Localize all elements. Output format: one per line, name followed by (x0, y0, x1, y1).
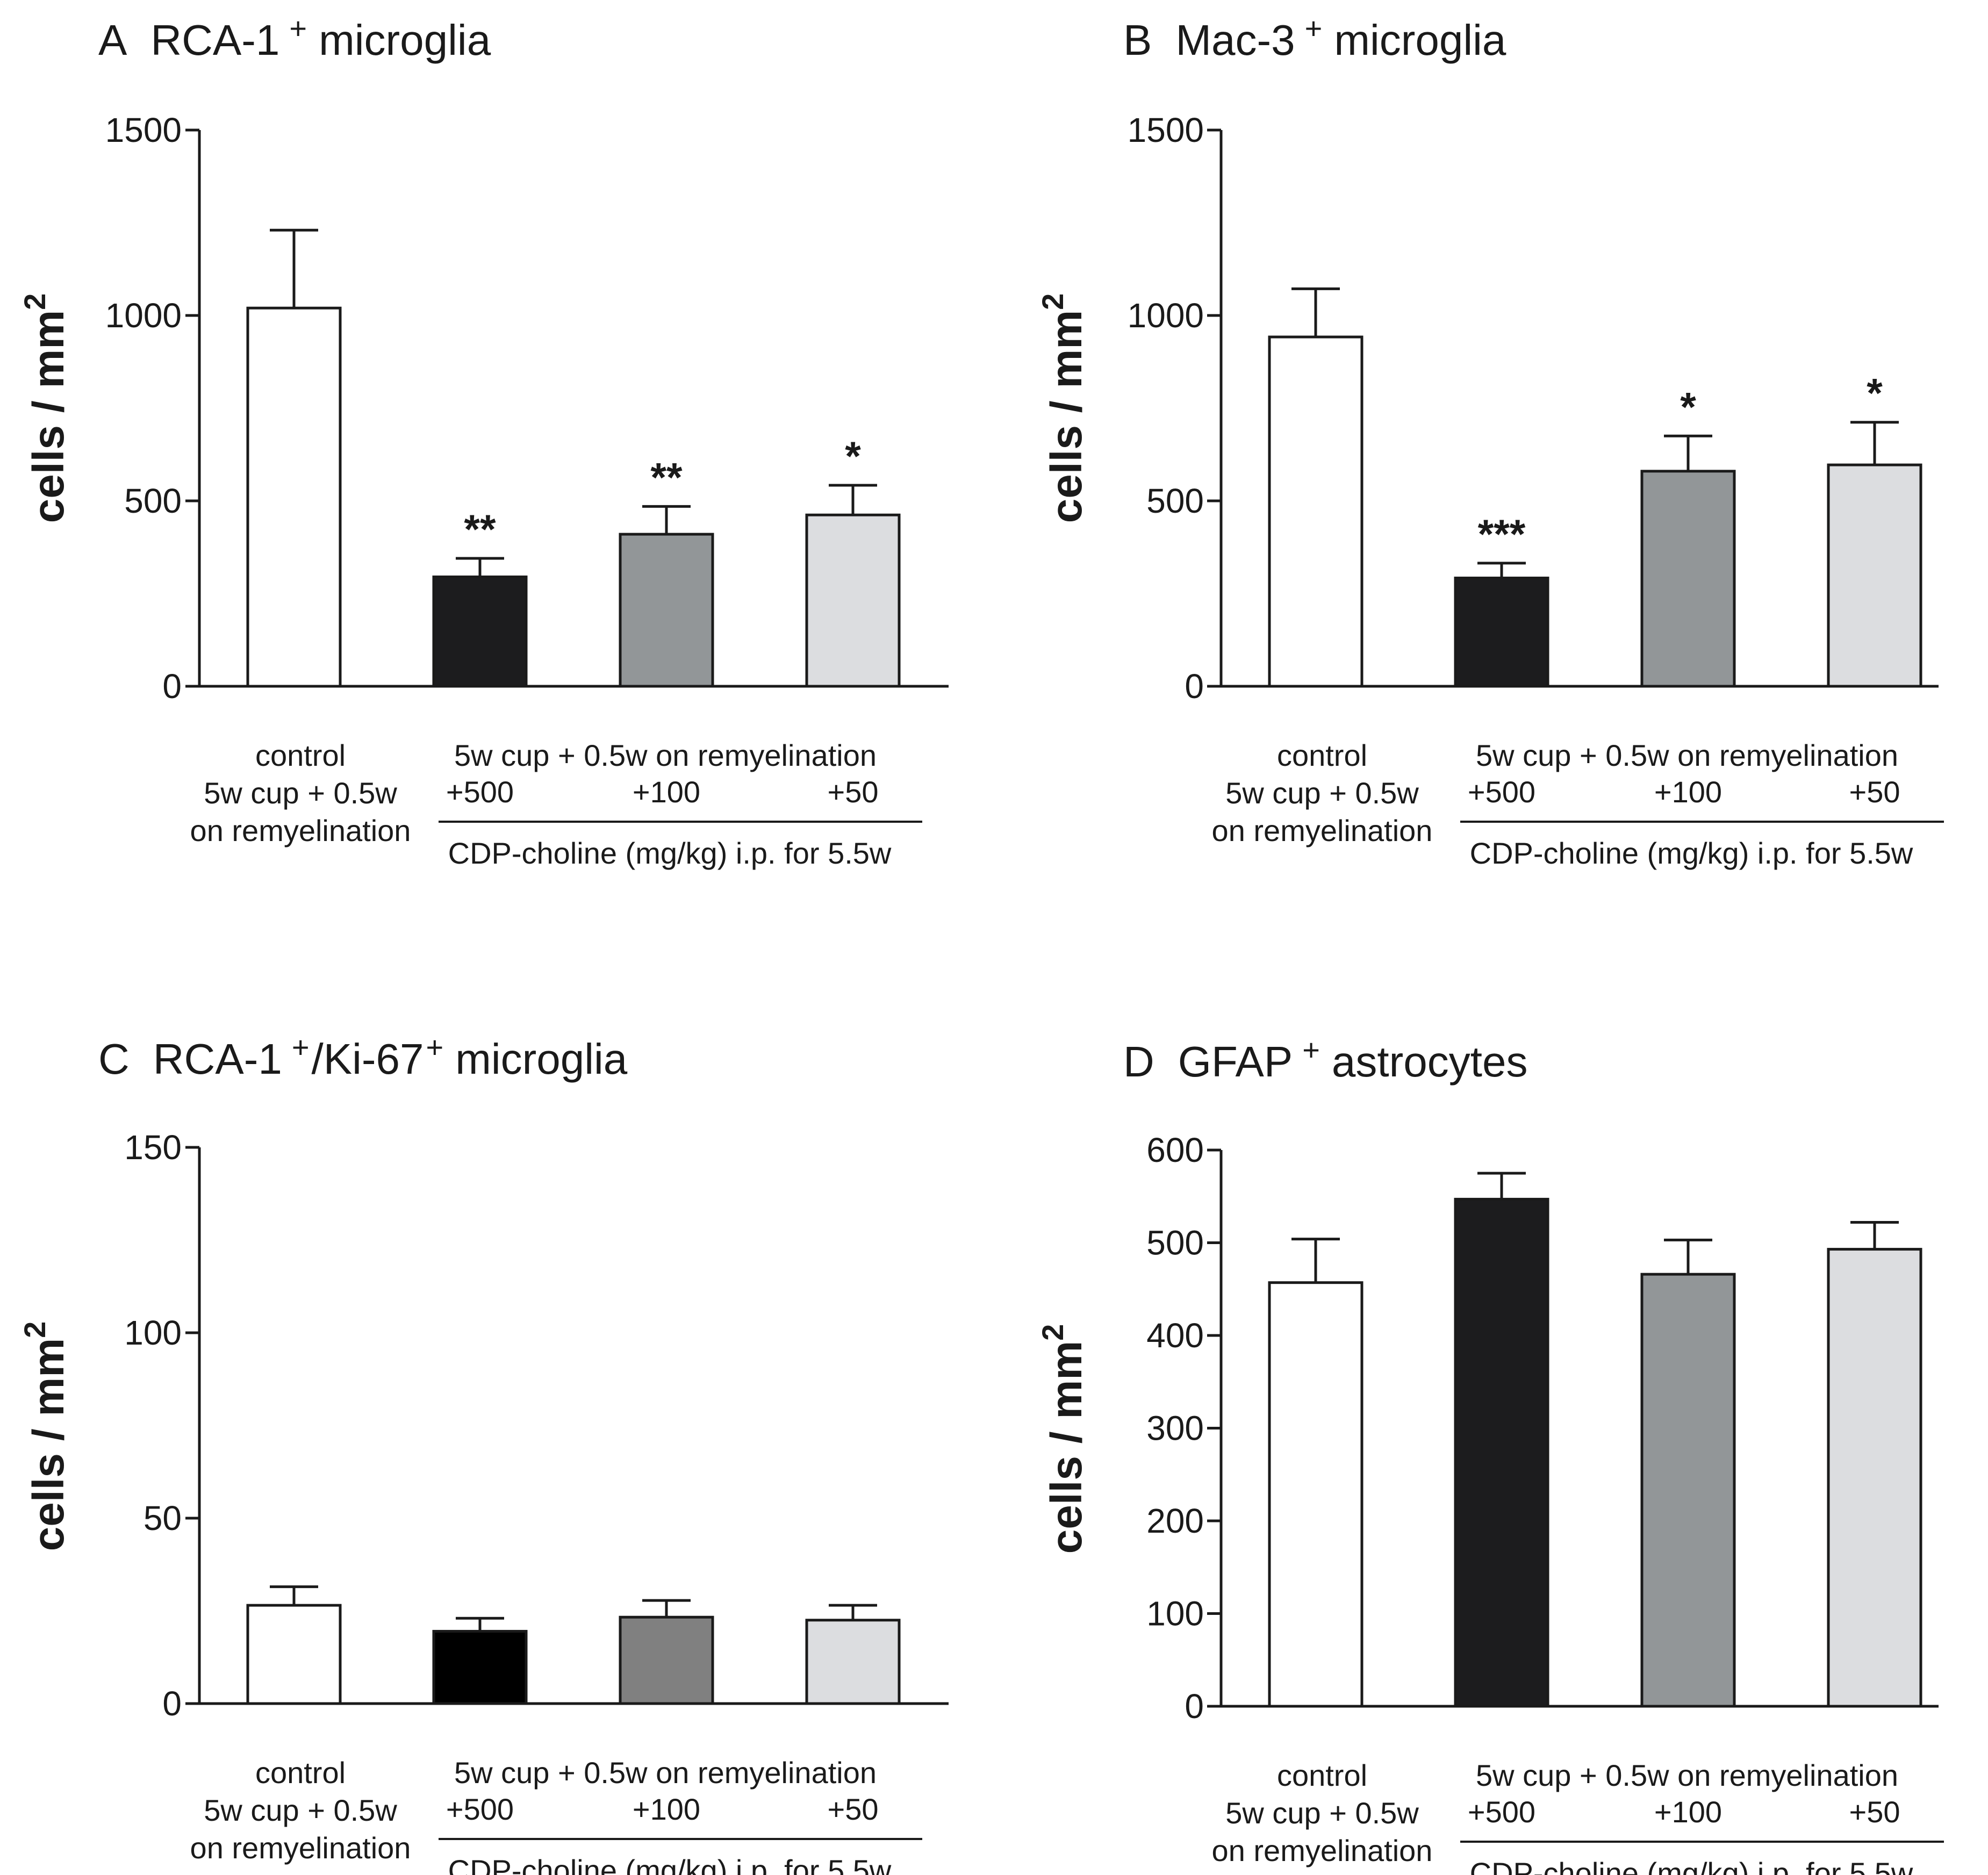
bar-3 (619, 1615, 714, 1705)
y-tick-label: 1000 (1128, 296, 1204, 335)
bar-4 (1827, 463, 1922, 688)
panel-a: A RCA-1 + microglia cells / mm2 0 500 1000 1500 *… (18, 11, 949, 870)
significance-mark: *** (1478, 512, 1526, 557)
dose-label: +500 (1468, 1795, 1535, 1829)
bar-4 (805, 513, 901, 688)
group-header: 5w cup + 0.5w on remyelination (454, 738, 877, 772)
control-label-line: control (255, 738, 346, 772)
dose-label: +500 (446, 1792, 514, 1826)
significance-mark: ** (650, 455, 683, 500)
control-label-line: 5w cup + 0.5w (1225, 776, 1419, 810)
y-tick-label: 0 (162, 667, 182, 706)
bar-4 (1827, 1248, 1922, 1708)
bar-2 (1454, 1197, 1549, 1708)
y-tick-label: 500 (1146, 1224, 1204, 1262)
panel-c: C RCA-1 +/Ki-67+ microglia cells / mm2 0 50 100… (18, 1030, 949, 1875)
y-tick-label: 100 (1146, 1594, 1204, 1633)
group-header: 5w cup + 0.5w on remyelination (454, 1756, 877, 1790)
significance-mark: * (845, 434, 861, 479)
treatment-label: CDP-choline (mg/kg) i.p. for 5.5w (1470, 1856, 1913, 1875)
control-label-line: on remyelination (1212, 1834, 1433, 1867)
y-tick-label: 100 (124, 1313, 182, 1352)
panel-title: C RCA-1 +/Ki-67+ microglia (98, 1030, 628, 1083)
dose-label: +100 (633, 775, 700, 809)
y-tick-label: 1500 (1128, 111, 1204, 149)
bar-2 (432, 1629, 528, 1705)
dose-label: +50 (828, 1792, 879, 1826)
dose-label: +50 (1849, 1795, 1900, 1829)
bar-3 (1640, 470, 1736, 688)
control-label-line: control (1277, 738, 1367, 772)
y-tick-label: 0 (1185, 667, 1204, 706)
dose-label: +50 (1849, 775, 1900, 809)
panel-b: B Mac-3 + microglia cells / mm2 0 500 1000 1500 *… (1036, 11, 1944, 870)
treatment-label: CDP-choline (mg/kg) i.p. for 5.5w (448, 1854, 892, 1875)
y-axis-label: cells / mm2 (18, 1321, 73, 1551)
bar-1 (246, 306, 342, 688)
control-label-line: control (255, 1756, 346, 1790)
dose-label: +500 (1468, 775, 1535, 809)
control-label-line: 5w cup + 0.5w (1225, 1796, 1419, 1830)
group-header: 5w cup + 0.5w on remyelination (1476, 1758, 1898, 1792)
panel-title: D GFAP + astrocytes (1123, 1033, 1527, 1086)
y-tick-label: 0 (162, 1684, 182, 1723)
dose-label: +500 (446, 775, 514, 809)
y-tick-label: 1000 (105, 296, 182, 335)
y-tick-label: 200 (1146, 1502, 1204, 1540)
y-tick-label: 1500 (105, 111, 182, 149)
panel-title: B Mac-3 + microglia (1123, 11, 1506, 64)
y-axis-label: cells / mm2 (1036, 293, 1091, 523)
y-tick-label: 500 (124, 482, 182, 520)
significance-mark: ** (464, 507, 496, 552)
group-header: 5w cup + 0.5w on remyelination (1476, 738, 1898, 772)
panel-title: A RCA-1 + microglia (98, 11, 491, 64)
bar-1 (1268, 335, 1363, 688)
control-label-line: 5w cup + 0.5w (204, 776, 397, 810)
y-tick-label: 400 (1146, 1316, 1204, 1355)
control-label-line: 5w cup + 0.5w (204, 1793, 397, 1827)
bar-1 (246, 1604, 342, 1705)
bar-2 (432, 575, 528, 688)
y-tick-label: 600 (1146, 1131, 1204, 1169)
dose-label: +100 (633, 1792, 700, 1826)
bar-3 (619, 533, 714, 688)
control-label-line: on remyelination (190, 814, 411, 847)
treatment-label: CDP-choline (mg/kg) i.p. for 5.5w (1470, 836, 1913, 870)
dose-label: +50 (828, 775, 879, 809)
y-tick-label: 50 (143, 1499, 182, 1538)
dose-label: +100 (1654, 1795, 1722, 1829)
bar-3 (1640, 1273, 1736, 1708)
dose-label: +100 (1654, 775, 1722, 809)
y-tick-label: 150 (124, 1128, 182, 1167)
treatment-label: CDP-choline (mg/kg) i.p. for 5.5w (448, 836, 892, 870)
significance-mark: * (1680, 384, 1696, 430)
bar-4 (805, 1619, 901, 1705)
significance-mark: * (1867, 371, 1883, 416)
y-tick-label: 500 (1146, 482, 1204, 520)
y-tick-label: 0 (1185, 1687, 1204, 1726)
control-label-line: on remyelination (1212, 814, 1433, 847)
panel-d: D GFAP + astrocytes cells / mm2 0 100 200 300 400… (1036, 1033, 1944, 1875)
y-axis-label: cells / mm2 (1036, 1324, 1091, 1554)
control-label-line: control (1277, 1758, 1367, 1792)
control-label-line: on remyelination (190, 1831, 411, 1865)
y-tick-label: 300 (1146, 1409, 1204, 1448)
bar-1 (1268, 1281, 1363, 1708)
y-axis-label: cells / mm2 (18, 293, 73, 523)
bar-2 (1454, 577, 1549, 688)
